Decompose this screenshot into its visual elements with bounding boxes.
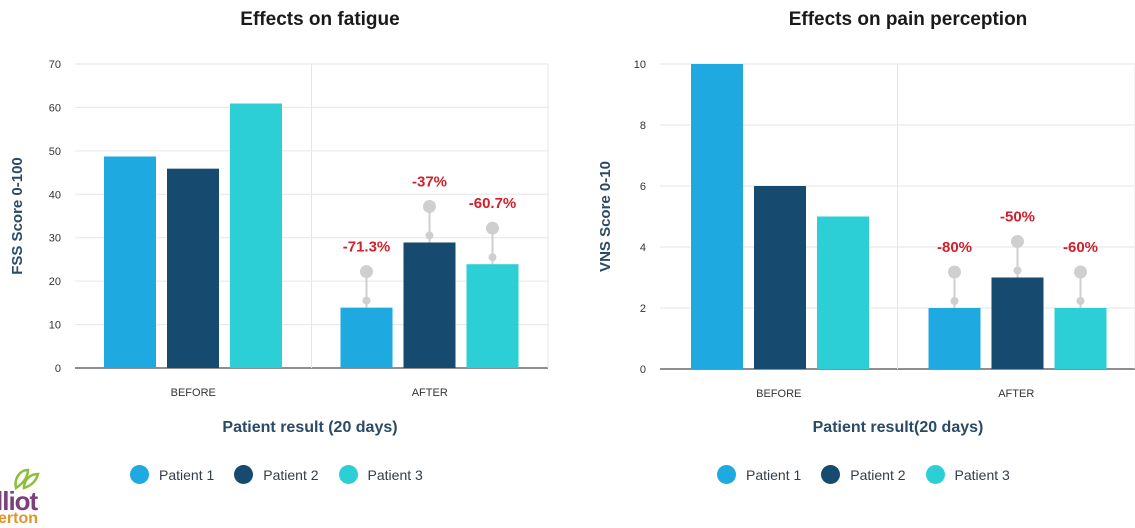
whisker-point <box>362 296 371 305</box>
change-annotation: -37% <box>412 173 447 190</box>
x-tick-label: BEFORE <box>171 387 216 399</box>
chart-title: Effects on pain perception <box>788 9 1028 30</box>
x-tick-label: AFTER <box>412 387 448 399</box>
legend-label: Patient 1 <box>746 466 802 483</box>
y-tick-label: 10 <box>49 320 61 332</box>
chart-title: Effects on fatigue <box>240 9 400 30</box>
legend-item-patient-3[interactable]: Patient 3 <box>338 465 423 484</box>
change-annotation: -50% <box>1000 209 1035 226</box>
leaf-icon <box>14 468 40 490</box>
y-tick-label: 4 <box>640 242 646 254</box>
legend-item-patient-1[interactable]: Patient 1 <box>130 465 214 484</box>
whisker-point <box>1011 235 1024 248</box>
y-tick-label: 2 <box>640 303 646 315</box>
legend-label: Patient 1 <box>159 466 215 483</box>
bar <box>340 307 393 368</box>
bar <box>817 216 869 369</box>
y-tick-label: 50 <box>49 146 61 158</box>
whisker-point <box>486 221 499 235</box>
whisker-point <box>488 253 497 262</box>
y-tick-label: 60 <box>49 102 61 114</box>
legend-label: Patient 2 <box>263 466 319 483</box>
bar <box>691 64 743 369</box>
y-tick-label: 0 <box>55 363 61 375</box>
legend-dot <box>234 465 254 484</box>
whisker-point <box>423 199 436 213</box>
legend: Patient 1 Patient 2 Patient 3 <box>130 465 443 484</box>
legend-item-patient-1[interactable]: Patient 1 <box>717 465 801 484</box>
pain-chart-panel: Effects on pain perception 0 2 4 6 8 10 VNS Sc… <box>568 0 1135 524</box>
bar <box>466 264 519 368</box>
whisker-point <box>1076 297 1085 305</box>
y-tick-label: 30 <box>49 233 61 245</box>
whisker-point <box>425 231 434 240</box>
fatigue-chart-panel: Effects on fatigue 0 10 20 30 40 50 60 70 FSS Sc… <box>0 0 568 527</box>
legend-item-patient-2[interactable]: Patient 2 <box>234 465 319 484</box>
bar <box>1054 308 1107 369</box>
change-annotation: -60.7% <box>469 195 517 212</box>
legend-dot <box>338 465 358 484</box>
bar <box>754 186 806 369</box>
legend-label: Patient 2 <box>850 466 906 483</box>
whisker-point <box>360 265 373 279</box>
y-tick-label: 0 <box>640 364 646 376</box>
legend-dot <box>130 465 149 484</box>
y-tick-label: 20 <box>49 276 61 288</box>
y-tick-label: 6 <box>640 181 646 193</box>
logo-text: lliot <box>0 486 38 516</box>
y-axis-label: VNS Score 0-10 <box>597 161 614 272</box>
whisker-point <box>950 297 959 305</box>
change-annotation: -60% <box>1063 239 1098 256</box>
legend-label: Patient 3 <box>954 466 1010 483</box>
whisker-point <box>948 265 961 279</box>
legend-dot <box>717 465 736 484</box>
whisker-point <box>1013 266 1022 275</box>
x-axis-label: Patient result (20 days) <box>222 419 398 436</box>
bar <box>403 242 456 368</box>
pain-chart: 0 2 4 6 8 10 VNS Score 0-10 BEFORE AFTER -80% -50%… <box>597 59 1135 400</box>
bar <box>991 277 1044 369</box>
y-tick-label: 10 <box>634 59 646 71</box>
bar <box>167 168 219 368</box>
legend-dot <box>925 465 945 484</box>
bar <box>928 308 981 369</box>
logo-text: erton <box>0 510 38 527</box>
y-tick-label: 8 <box>640 120 646 132</box>
legend-dot <box>821 465 841 484</box>
x-axis-label: Patient result(20 days) <box>812 419 984 436</box>
y-tick-label: 70 <box>49 59 61 71</box>
legend-label: Patient 3 <box>367 466 423 483</box>
bar <box>104 156 156 368</box>
change-annotation: -71.3% <box>343 239 391 256</box>
fatigue-chart: 0 10 20 30 40 50 60 70 FSS Score 0-100 BEFORE AFTE… <box>9 59 549 399</box>
y-tick-label: 40 <box>49 189 61 201</box>
bar <box>230 103 282 369</box>
x-tick-label: AFTER <box>998 388 1034 400</box>
company-logo: lliot erton <box>0 466 60 527</box>
legend: Patient 1 Patient 2 Patient 3 <box>717 465 1030 484</box>
legend-item-patient-3[interactable]: Patient 3 <box>925 465 1010 484</box>
change-annotation: -80% <box>937 239 972 256</box>
legend-item-patient-2[interactable]: Patient 2 <box>821 465 906 484</box>
y-axis-label: FSS Score 0-100 <box>9 157 26 275</box>
whisker-point <box>1074 265 1087 279</box>
x-tick-label: BEFORE <box>756 388 801 400</box>
